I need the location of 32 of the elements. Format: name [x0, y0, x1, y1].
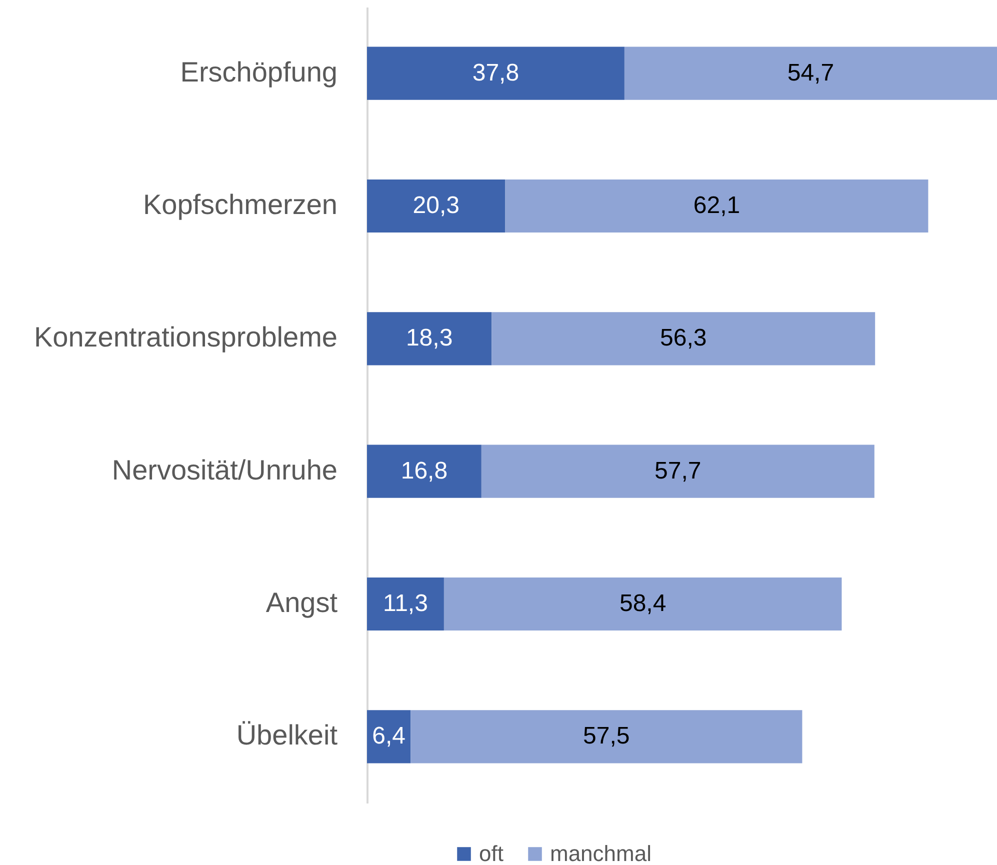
bar [624, 46, 997, 100]
data-label: 20,3 [412, 192, 460, 219]
data-label: 58,4 [619, 590, 666, 617]
bar [367, 444, 482, 498]
y-tick-label: Erschöpfung [180, 56, 338, 88]
data-label: 11,3 [383, 590, 428, 617]
data-label: 16,8 [400, 457, 448, 484]
bar [367, 179, 506, 233]
data-label: 57,5 [583, 722, 630, 750]
y-tick-label: Kopfschmerzen [142, 189, 338, 220]
data-label: 6,4 [372, 722, 406, 750]
bar [444, 577, 842, 631]
data-label: 18,3 [406, 324, 453, 352]
y-tick-label: Übelkeit [236, 720, 338, 751]
bar [367, 710, 411, 764]
y-tick-label: Nervosität/Unruhe [112, 454, 338, 486]
bar [410, 710, 802, 764]
bar [492, 312, 876, 366]
data-label: 57,7 [654, 457, 702, 484]
bar [367, 577, 444, 631]
legend-label: oft [479, 841, 504, 865]
legend-label: manchmal [550, 841, 652, 865]
bar [505, 179, 928, 233]
data-label: 56,3 [660, 324, 707, 352]
bar [367, 46, 624, 100]
data-label: 54,7 [787, 59, 834, 86]
bar [367, 312, 492, 366]
y-tick-label: Angst [266, 587, 338, 618]
y-tick-label: Konzentrationsprobleme [34, 322, 338, 353]
data-label: 37,8 [472, 59, 520, 86]
data-label: 62,1 [693, 192, 740, 219]
bar [481, 444, 874, 498]
